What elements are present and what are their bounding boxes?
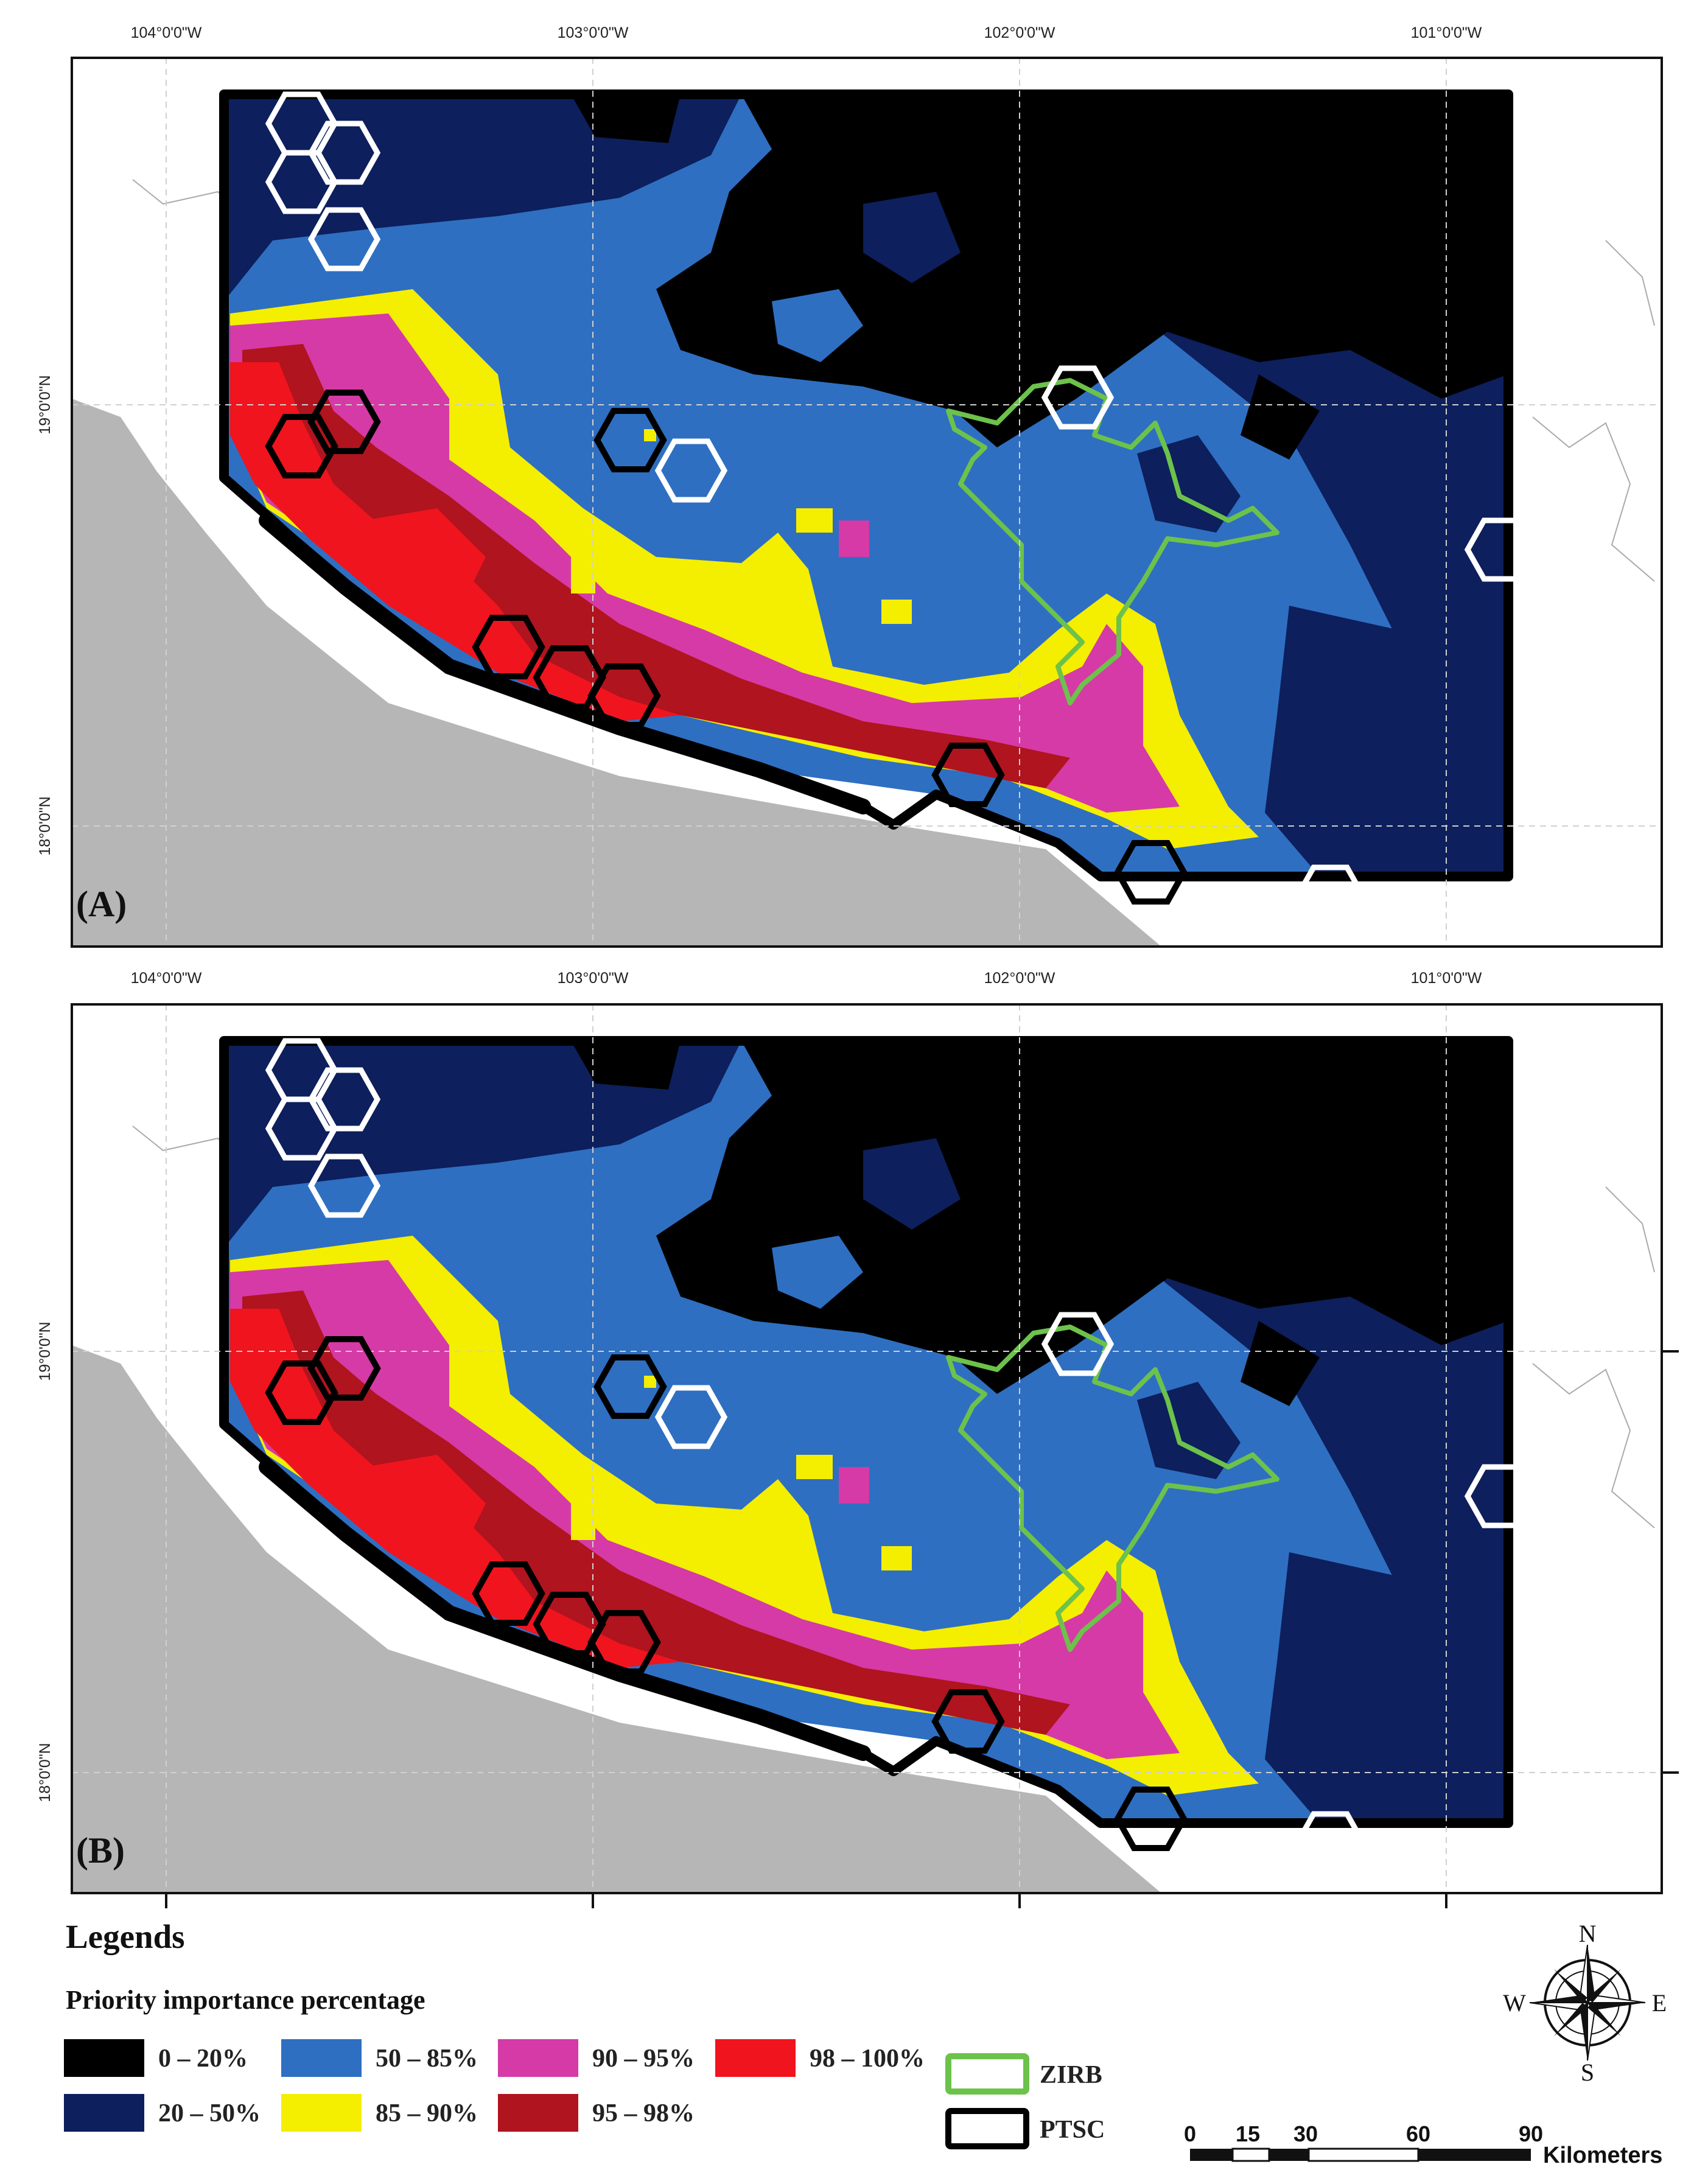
lon-label: 102°0'0"W [984,24,1055,41]
panel-label-a: (A) [76,884,127,924]
lat-label: 18°0'0"N [37,796,54,855]
longitude-labels-top-a: 104°0'0"W 103°0'0"W 102°0'0"W 101°0'0"W [131,24,1482,41]
lat-label: 19°0'0"N [37,375,54,434]
legend-ptsc-label: PTSC [1040,2116,1105,2144]
lat-label: 18°0'0"N [37,1743,54,1802]
legend-label: 95 – 98% [592,2099,695,2127]
compass-west: W [1503,1989,1526,2017]
legend-zirb-swatch [945,2053,1029,2095]
panel-label-b: (B) [76,1830,125,1871]
scale-tick-label: 30 [1293,2121,1318,2146]
legend-title: Legends [66,1918,185,1955]
legend-swatch [498,2039,578,2077]
legend: Legends Priority importance percentage 0… [64,1918,1105,2149]
legend-zirb-label: ZIRB [1040,2061,1102,2089]
legend-label: 50 – 85% [376,2045,478,2073]
compass-south: S [1581,2059,1594,2086]
legend-label: 0 – 20% [158,2045,248,2073]
legend-swatch [715,2039,796,2077]
lon-label: 101°0'0"W [1411,24,1482,41]
north-arrow-icon: N S E W [1503,1920,1667,2086]
lon-label: 104°0'0"W [131,970,202,987]
scale-unit: Kilometers [1543,2143,1662,2168]
scale-tick-label: 90 [1519,2121,1543,2146]
lon-label: 103°0'0"W [558,24,629,41]
latitude-labels: 19°0'0"N 18°0'0"N 19°0'0"N 18°0'0"N [37,375,54,1802]
bottom-ticks [165,1893,1447,1908]
legend-swatch [498,2094,578,2132]
legend-label: 90 – 95% [592,2045,695,2073]
legend-swatch [281,2094,362,2132]
legend-swatch [281,2039,362,2077]
scale-tick-label: 15 [1236,2121,1260,2146]
legend-swatch [64,2039,144,2077]
scale-bar: 0 15 30 60 90 Kilometers [1184,2121,1662,2168]
compass-north: N [1579,1920,1597,1947]
lon-label: 102°0'0"W [984,970,1055,987]
lon-label: 101°0'0"W [1411,970,1482,987]
map-panel-a: (A) [71,57,1663,948]
lon-label: 103°0'0"W [558,970,629,987]
legend-label: 98 – 100% [810,2045,925,2073]
lon-label: 104°0'0"W [131,24,202,41]
map-panel-b: (B) [71,1003,1679,1894]
legend-subtitle: Priority importance percentage [66,1985,425,2015]
legend-label: 85 – 90% [376,2099,478,2127]
longitude-labels-top-b: 104°0'0"W 103°0'0"W 102°0'0"W 101°0'0"W [131,970,1482,987]
scale-tick-label: 60 [1406,2121,1430,2146]
compass-east: E [1652,1989,1667,2017]
lat-label: 19°0'0"N [37,1322,54,1381]
legend-swatch [64,2094,144,2132]
legend-label: 20 – 50% [158,2099,261,2127]
legend-ptsc-swatch [945,2108,1029,2149]
scale-tick-label: 0 [1184,2121,1196,2146]
